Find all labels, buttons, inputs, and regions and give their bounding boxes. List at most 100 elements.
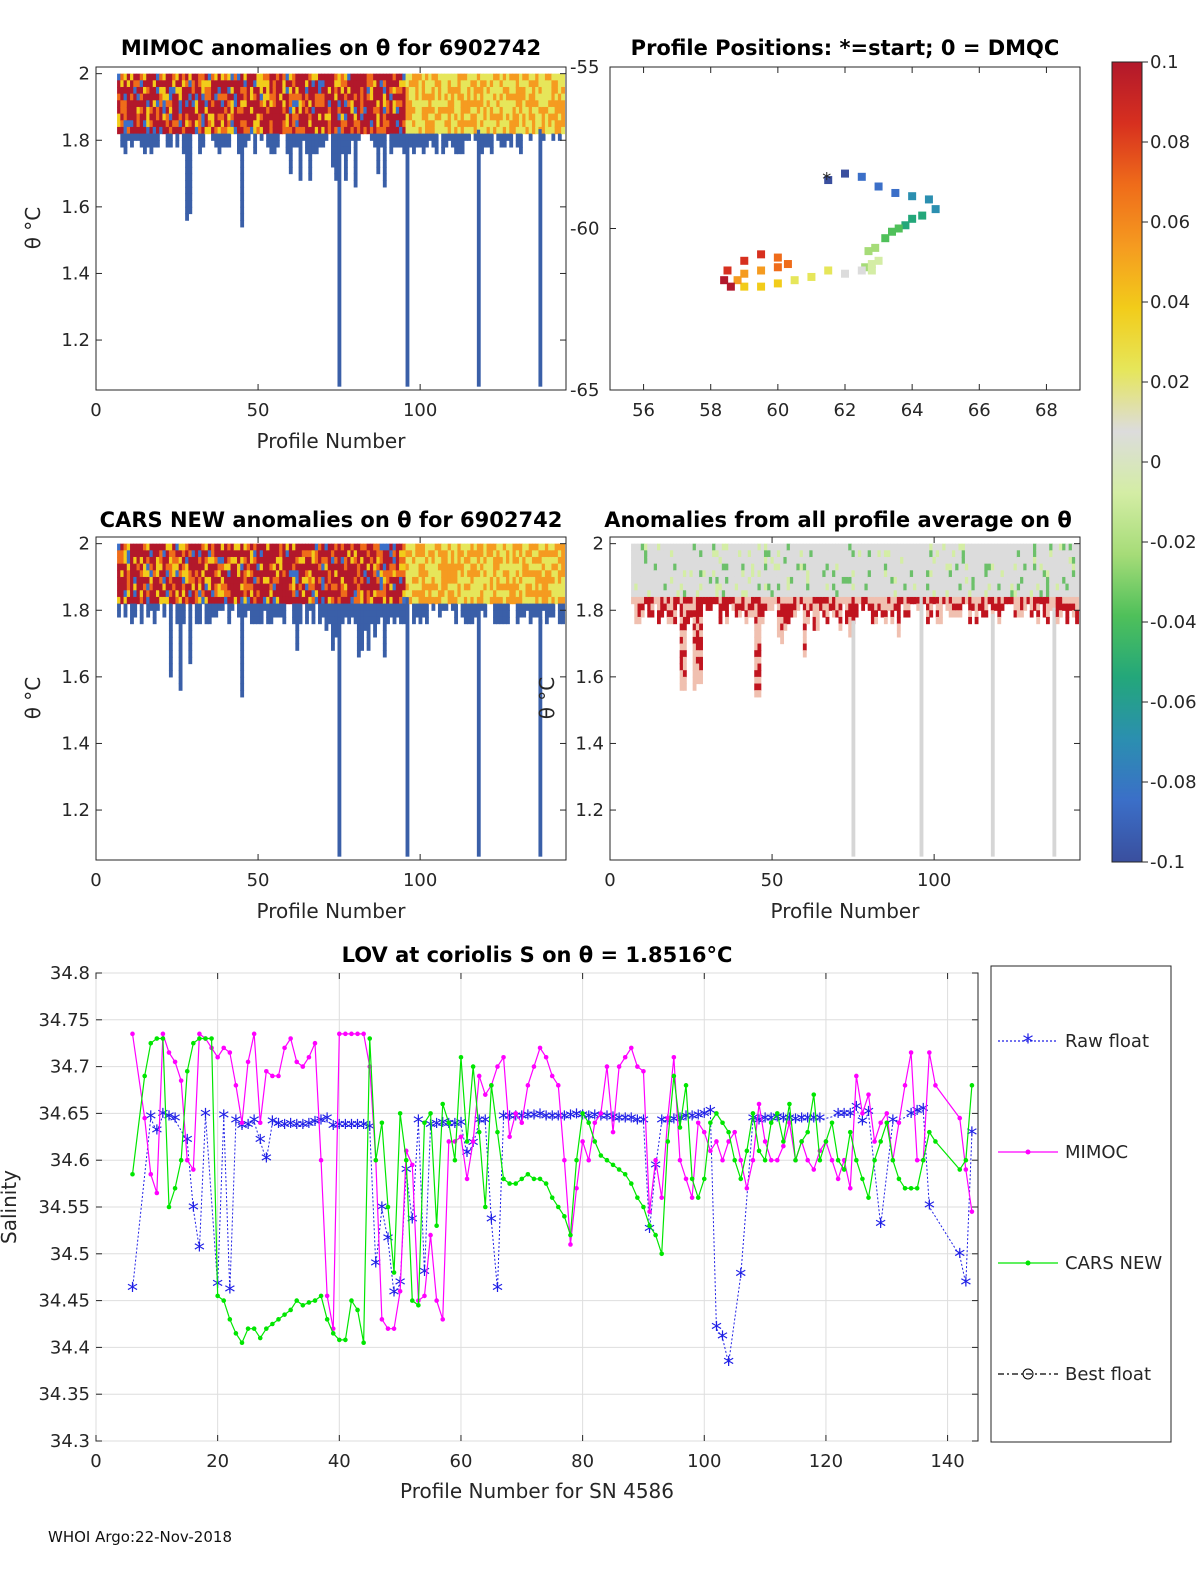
heatmap-cell — [502, 543, 507, 551]
heatmap-cell — [689, 550, 694, 558]
heatmap-cell — [802, 610, 807, 618]
heatmap-cell — [288, 106, 293, 115]
heatmap-cell — [819, 556, 823, 565]
heatmap-cell — [528, 576, 533, 585]
heatmap-cell — [282, 120, 287, 128]
heatmap-cell — [499, 610, 504, 618]
heatmap-cell — [149, 583, 154, 591]
heatmap-cell — [347, 113, 352, 121]
heatmap-cell — [376, 166, 381, 175]
heatmap-cell — [292, 616, 296, 625]
heatmap-cell — [331, 133, 335, 141]
heatmap-cell — [249, 73, 254, 81]
heatmap-cell — [666, 583, 671, 591]
heatmap-cell — [237, 570, 241, 578]
heatmap-cell — [178, 623, 183, 631]
heatmap-cell — [974, 590, 979, 598]
heatmap-cell — [1052, 576, 1057, 585]
heatmap-cell — [237, 86, 241, 95]
heatmap-cell — [353, 166, 358, 175]
heatmap-cell — [314, 596, 319, 605]
heatmap-cell — [541, 550, 546, 558]
heatmap-cell — [288, 576, 293, 585]
heatmap-cell — [480, 146, 484, 155]
heatmap-cell — [741, 576, 746, 585]
heatmap-cell — [734, 610, 739, 618]
heatmap-cell — [373, 100, 377, 108]
heatmap-cell — [861, 543, 866, 551]
heatmap-cell — [243, 596, 248, 605]
heatmap-cell — [712, 563, 716, 571]
heatmap-cell — [198, 563, 202, 571]
heatmap-cell — [522, 126, 527, 135]
heatmap-cell — [548, 563, 553, 571]
heatmap-cell — [486, 133, 491, 141]
heatmap-cell — [249, 86, 254, 95]
mimoc-ylabel: θ °C — [21, 207, 45, 250]
heatmap-cell — [767, 563, 772, 571]
heatmap-cell — [977, 550, 982, 558]
heatmap-cell — [172, 590, 177, 598]
heatmap-cell — [214, 113, 219, 121]
heatmap-cell — [227, 550, 232, 558]
heatmap-cell — [259, 543, 264, 551]
heatmap-cell — [178, 556, 183, 565]
heatmap-cell — [334, 166, 339, 175]
heatmap-cell — [428, 93, 433, 101]
raw-float-point: * — [504, 1108, 515, 1133]
heatmap-cell — [515, 100, 520, 108]
heatmap-cell — [929, 583, 934, 591]
heatmap-cell — [870, 603, 875, 611]
heatmap-cell — [311, 146, 316, 155]
heatmap-cell — [825, 570, 830, 578]
heatmap-cell — [327, 100, 332, 108]
heatmap-cell — [554, 556, 559, 565]
heatmap-cell — [929, 556, 934, 565]
heatmap-cell — [162, 576, 167, 585]
heatmap-cell — [217, 590, 222, 598]
heatmap-cell — [243, 73, 248, 81]
heatmap-cell — [178, 80, 183, 88]
heatmap-cell — [253, 603, 258, 611]
heatmap-cell — [266, 113, 271, 121]
heatmap-cell — [437, 543, 442, 551]
heatmap-cell — [279, 543, 283, 551]
heatmap-cell — [496, 113, 501, 121]
heatmap-cell — [331, 616, 335, 625]
heatmap-cell — [457, 563, 462, 571]
heatmap-cell — [955, 543, 960, 551]
heatmap-cell — [191, 86, 196, 95]
heatmap-cell — [285, 596, 290, 605]
heatmap-cell — [408, 550, 413, 558]
heatmap-cell — [660, 576, 665, 585]
heatmap-cell — [1026, 563, 1031, 571]
heatmap-cell — [217, 570, 222, 578]
heatmap-cell — [835, 570, 840, 578]
raw-float-point: * — [340, 1117, 351, 1142]
heatmap-cell — [695, 543, 700, 551]
heatmap-cell — [686, 543, 691, 551]
heatmap-cell — [450, 93, 455, 101]
heatmap-cell — [770, 583, 775, 591]
heatmap-cell — [353, 140, 358, 148]
heatmap-cell — [958, 583, 963, 591]
heatmap-cell — [483, 106, 488, 115]
heatmap-cell — [561, 120, 565, 128]
heatmap-cell — [692, 636, 697, 645]
heatmap-cell — [224, 576, 228, 585]
heatmap-cell — [637, 583, 642, 591]
heatmap-cell — [324, 610, 329, 618]
heatmap-cell — [519, 610, 523, 618]
heatmap-cell — [415, 543, 420, 551]
heatmap-cell — [146, 113, 151, 121]
heatmap-cell — [857, 583, 862, 591]
heatmap-cell — [1075, 590, 1079, 598]
heatmap-cell — [334, 543, 339, 551]
heatmap-cell — [373, 616, 377, 625]
heatmap-cell — [262, 603, 267, 611]
heatmap-cell — [428, 550, 433, 558]
heatmap-cell — [217, 563, 222, 571]
heatmap-cell — [1062, 550, 1067, 558]
heatmap-cell — [133, 556, 138, 565]
heatmap-cell — [509, 86, 514, 95]
